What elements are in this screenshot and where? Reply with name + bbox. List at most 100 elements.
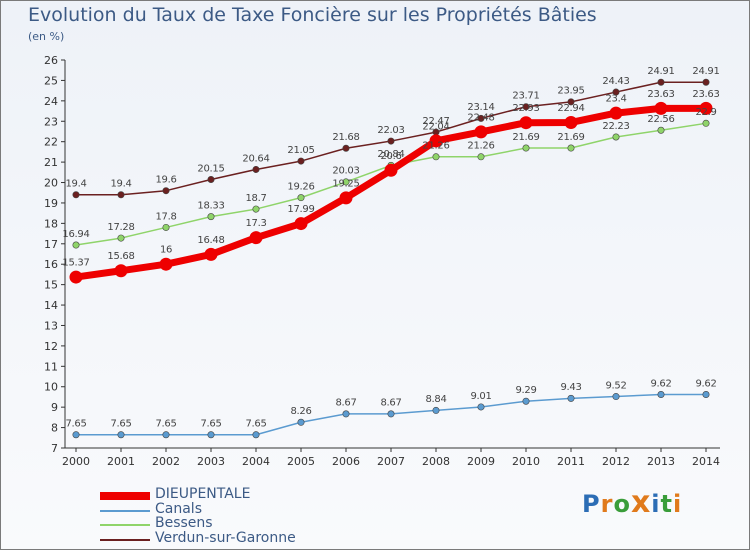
data-label-bessens: 21.69 [557, 132, 584, 143]
data-label-bessens: 20.84 [377, 149, 404, 160]
data-label-canals: 8.67 [380, 398, 401, 409]
data-label-bessens: 21.26 [422, 141, 449, 152]
legend-label-dieupentale: DIEUPENTALE [155, 486, 251, 502]
data-label-dieupentale: 22.93 [512, 103, 539, 114]
data-point-verdun-sur-garonne [657, 78, 665, 86]
y-tick-label: 15 [44, 279, 58, 292]
data-label-canals: 8.67 [335, 398, 356, 409]
x-tick-label: 2013 [647, 455, 675, 468]
proxiti-logo: Proxiti [582, 488, 682, 519]
data-point-canals [567, 394, 575, 402]
y-tick-label: 13 [44, 319, 58, 332]
data-point-dieupentale [249, 231, 263, 245]
data-point-canals [252, 431, 260, 439]
data-point-canals [72, 431, 80, 439]
data-labels: 19.4 19.4 19.6 20.15 20.64 21.05 21.68 22.03 22.… [62, 66, 719, 429]
data-label-verdun-sur-garonne: 19.4 [65, 179, 86, 190]
legend-swatch-verdun-sur-garonne [100, 538, 150, 541]
data-point-canals [612, 393, 620, 401]
data-point-verdun-sur-garonne [612, 88, 620, 96]
data-label-dieupentale: 17.3 [245, 218, 266, 229]
data-point-canals [297, 418, 305, 426]
data-label-verdun-sur-garonne: 23.14 [467, 102, 494, 113]
y-unit-label: (en %) [28, 30, 65, 43]
data-point-dieupentale [699, 101, 713, 115]
data-point-verdun-sur-garonne [567, 98, 575, 106]
data-point-bessens [567, 144, 575, 152]
data-label-canals: 8.84 [425, 394, 446, 405]
data-point-bessens [72, 241, 80, 249]
data-label-dieupentale: 23.63 [647, 89, 674, 100]
y-tick-label: 8 [51, 422, 58, 435]
data-label-canals: 7.65 [65, 419, 86, 430]
data-point-canals [342, 410, 350, 418]
data-label-dieupentale: 22.94 [557, 103, 584, 114]
data-label-dieupentale: 15.37 [62, 258, 89, 269]
data-label-dieupentale: 20.6 [380, 151, 401, 162]
data-label-bessens: 17.28 [107, 222, 134, 233]
data-point-bessens [162, 223, 170, 231]
data-point-bessens [702, 119, 710, 127]
y-tick-label: 9 [51, 401, 58, 414]
data-label-bessens: 20.03 [332, 166, 359, 177]
data-point-verdun-sur-garonne [522, 103, 530, 111]
x-tick-label: 2011 [557, 455, 585, 468]
data-label-dieupentale: 22.48 [467, 112, 494, 123]
data-point-bessens [297, 194, 305, 202]
data-label-bessens: 22.23 [602, 121, 629, 132]
data-label-dieupentale: 16 [160, 245, 172, 256]
data-label-bessens: 18.7 [245, 193, 266, 204]
data-label-verdun-sur-garonne: 21.05 [287, 145, 314, 156]
data-point-canals [207, 431, 215, 439]
data-point-dieupentale [474, 125, 488, 139]
data-point-verdun-sur-garonne [702, 78, 710, 86]
data-point-dieupentale [429, 134, 443, 148]
y-tick-label: 25 [44, 74, 58, 87]
x-tick-label: 2012 [602, 455, 630, 468]
x-tick-label: 2006 [332, 455, 360, 468]
data-point-bessens [117, 234, 125, 242]
y-tick-label: 17 [44, 238, 58, 251]
data-point-verdun-sur-garonne [342, 144, 350, 152]
data-point-dieupentale [294, 217, 308, 231]
data-label-canals: 7.65 [200, 419, 221, 430]
data-label-dieupentale: 17.99 [287, 204, 314, 215]
data-point-canals [477, 403, 485, 411]
data-label-verdun-sur-garonne: 22.03 [377, 125, 404, 136]
x-tick-label: 2010 [512, 455, 540, 468]
chart-title: Evolution du Taux de Taxe Foncière sur l… [28, 4, 597, 26]
data-point-canals [117, 431, 125, 439]
logo-letter: P [582, 490, 601, 518]
data-point-bessens [657, 126, 665, 134]
data-point-dieupentale [69, 270, 83, 284]
data-label-verdun-sur-garonne: 22.47 [422, 116, 449, 127]
data-label-canals: 9.52 [605, 380, 626, 391]
data-point-dieupentale [204, 247, 218, 261]
data-point-canals [702, 390, 710, 398]
axes: 7 8 9 10 11 12 13 14 15 16 17 18 19 20 21 22 23 24 25 26 200… [44, 54, 720, 468]
legend-label-verdun-sur-garonne: Verdun-sur-Garonne [155, 529, 296, 546]
data-label-dieupentale: 15.68 [107, 251, 134, 262]
data-label-dieupentale: 22.04 [422, 121, 449, 132]
data-point-bessens [252, 205, 260, 213]
data-label-canals: 9.29 [515, 385, 536, 396]
data-point-bessens [432, 153, 440, 161]
data-label-bessens: 22.9 [695, 107, 716, 118]
data-point-bessens [342, 178, 350, 186]
x-tick-label: 2005 [287, 455, 315, 468]
data-label-verdun-sur-garonne: 19.6 [155, 174, 176, 185]
data-point-bessens [612, 133, 620, 141]
data-point-bessens [207, 213, 215, 221]
data-point-verdun-sur-garonne [162, 187, 170, 195]
data-label-bessens: 16.94 [62, 229, 89, 240]
data-label-verdun-sur-garonne: 24.91 [647, 66, 674, 77]
data-label-verdun-sur-garonne: 23.95 [557, 86, 584, 97]
data-label-verdun-sur-garonne: 23.71 [512, 91, 539, 102]
data-label-verdun-sur-garonne: 20.64 [242, 153, 269, 164]
data-label-bessens: 19.26 [287, 181, 314, 192]
y-tick-label: 23 [44, 115, 58, 128]
data-label-verdun-sur-garonne: 24.91 [692, 66, 719, 77]
data-label-bessens: 21.26 [467, 141, 494, 152]
data-point-verdun-sur-garonne [297, 157, 305, 165]
data-point-verdun-sur-garonne [477, 114, 485, 122]
